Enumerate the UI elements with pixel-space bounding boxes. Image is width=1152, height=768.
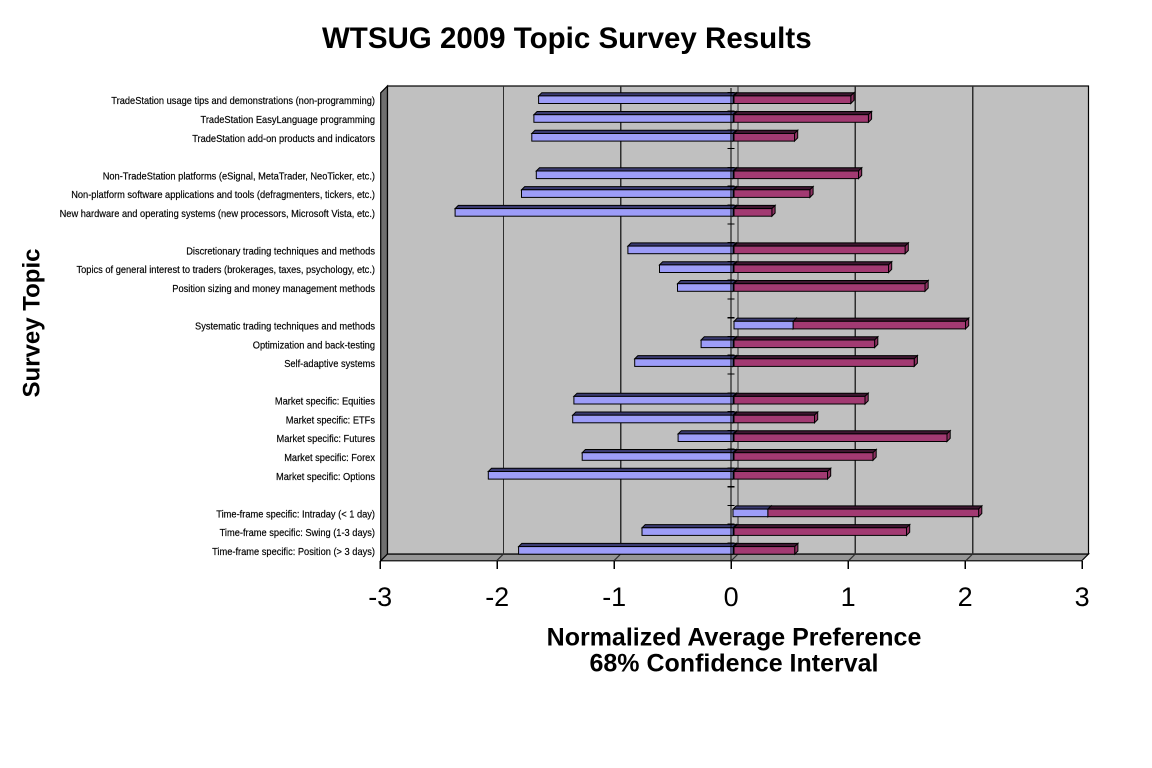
svg-text:-1: -1: [602, 582, 626, 612]
svg-text:Topics of general interest to: Topics of general interest to traders (b…: [77, 265, 376, 276]
svg-text:Market specific: Futures: Market specific: Futures: [277, 434, 376, 445]
svg-text:-3: -3: [368, 582, 392, 612]
svg-text:WTSUG 2009 Topic Survey Result: WTSUG 2009 Topic Survey Results: [322, 22, 812, 55]
svg-text:-2: -2: [485, 582, 509, 612]
svg-text:Optimization and back-testing: Optimization and back-testing: [253, 340, 375, 351]
svg-text:TradeStation EasyLanguage prog: TradeStation EasyLanguage programming: [201, 115, 376, 126]
svg-text:Normalized Average Preference: Normalized Average Preference: [547, 623, 922, 651]
svg-text:TradeStation add-on products a: TradeStation add-on products and indicat…: [192, 134, 375, 145]
svg-text:Market specific: Options: Market specific: Options: [276, 472, 375, 483]
svg-text:Non-TradeStation platforms (eS: Non-TradeStation platforms (eSignal, Met…: [103, 171, 375, 182]
svg-text:0: 0: [724, 582, 739, 612]
svg-text:Time-frame specific: Swing (1-: Time-frame specific: Swing (1-3 days): [220, 528, 375, 539]
svg-text:New hardware and operating sys: New hardware and operating systems (new …: [60, 209, 375, 220]
svg-text:Survey Topic: Survey Topic: [19, 249, 46, 398]
svg-text:Position sizing and money mana: Position sizing and money management met…: [172, 284, 375, 295]
svg-text:2: 2: [958, 582, 973, 612]
svg-text:Time-frame specific: Position: Time-frame specific: Position (> 3 days): [212, 547, 375, 558]
svg-text:Discretionary trading techniqu: Discretionary trading techniques and met…: [186, 246, 375, 257]
svg-text:3: 3: [1075, 582, 1090, 612]
svg-text:Market specific: Forex: Market specific: Forex: [284, 453, 375, 464]
svg-text:68% Confidence Interval: 68% Confidence Interval: [590, 649, 879, 677]
svg-text:Systematic trading techniques: Systematic trading techniques and method…: [195, 322, 375, 333]
svg-text:Non-platform software applicat: Non-platform software applications and t…: [71, 190, 375, 201]
svg-text:Market specific: ETFs: Market specific: ETFs: [286, 416, 375, 427]
svg-text:Market specific: Equities: Market specific: Equities: [275, 397, 375, 408]
svg-text:1: 1: [841, 582, 856, 612]
svg-text:Self-adaptive systems: Self-adaptive systems: [284, 359, 375, 370]
svg-text:Time-frame specific: Intraday: Time-frame specific: Intraday (< 1 day): [216, 509, 375, 520]
svg-text:TradeStation usage tips and de: TradeStation usage tips and demonstratio…: [111, 96, 375, 107]
